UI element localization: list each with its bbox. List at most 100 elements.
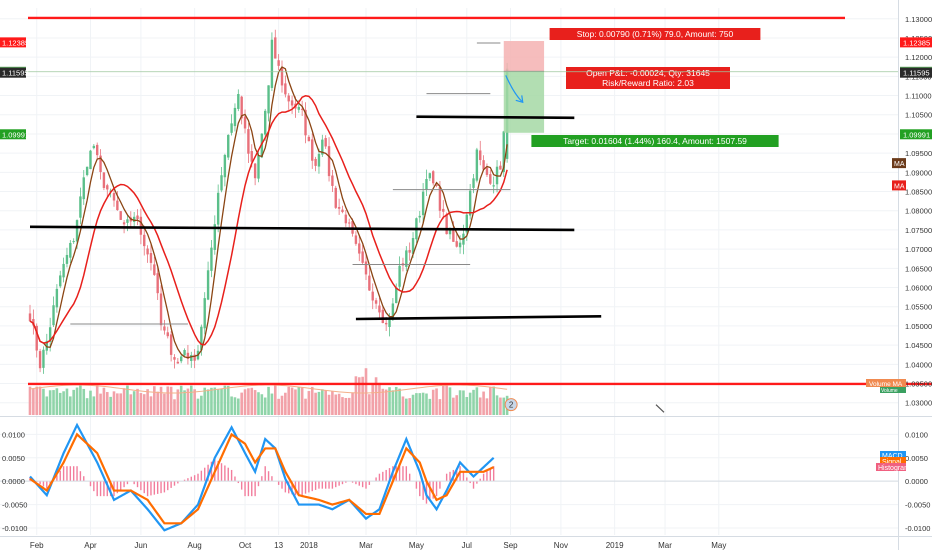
volume-bar [55, 388, 59, 415]
candle-body [213, 224, 216, 250]
candle-body [287, 95, 290, 102]
macd-tag-text: Signal [882, 459, 902, 466]
time-tick-label: 13 [274, 541, 283, 550]
candle-body [126, 219, 129, 223]
volume-bar [176, 389, 180, 415]
candle-body [348, 222, 351, 224]
candle-body [132, 216, 136, 222]
volume-bar [35, 386, 39, 415]
volume-bar [465, 397, 469, 415]
macd-tick-label: 0.0100 [905, 430, 928, 439]
volume-bar [156, 391, 159, 415]
volume-bar [257, 392, 260, 415]
volume-bar [307, 391, 311, 415]
candle-body [442, 208, 445, 212]
candle-body [28, 313, 32, 322]
price-tag-bg [900, 129, 932, 140]
volume-bar [216, 388, 220, 415]
candle-body [448, 230, 452, 235]
volume-bar [28, 386, 32, 415]
time-tick-label: Jun [134, 541, 147, 550]
volume-bar [42, 388, 45, 415]
volume-bar [485, 398, 489, 415]
price-tag-bg [900, 67, 932, 78]
candle-body [102, 172, 106, 188]
volume-bar [260, 394, 264, 415]
volume-bar [139, 393, 143, 415]
stop-label-bg [549, 28, 761, 40]
price-tag-text: 1.12385 [903, 38, 930, 47]
macd-left-tick-label: 0.0100 [2, 430, 25, 439]
volume-bar [374, 377, 378, 415]
price-tick-label: 1.09000 [905, 168, 932, 177]
volume-bar [438, 399, 442, 415]
volume-bar [126, 385, 129, 415]
candle-body [418, 215, 421, 218]
candle-body [143, 234, 146, 247]
left-price-tag-text: 1.11595 [2, 69, 29, 78]
candle-body [284, 83, 287, 95]
candle-body [452, 228, 455, 242]
volume-tag-text: Volume [881, 388, 898, 394]
volume-bar [448, 387, 452, 415]
target-label: Target: 0.01604 (1.44%) 160.4, Amount: 1… [531, 135, 779, 147]
candle-body [122, 222, 126, 225]
volume-bar [142, 394, 146, 415]
candle-body [327, 146, 331, 177]
candle-body [311, 139, 314, 161]
candle-body [438, 186, 442, 211]
volume-bar [223, 385, 227, 415]
price-tick-label: 1.04500 [905, 341, 932, 350]
candle-body [499, 165, 502, 170]
candle-body [351, 221, 354, 234]
volume-bar [287, 386, 291, 415]
candle-body [193, 354, 196, 361]
volume-bar [79, 385, 82, 415]
ma-tag: MA [892, 180, 906, 191]
candle-body [267, 85, 270, 114]
macd-tick-label: -0.0100 [905, 524, 930, 533]
price-tag-text: 1.11595 [903, 69, 930, 78]
time-tick-label: Aug [188, 541, 202, 550]
reward-zone [503, 71, 545, 133]
volume-bar [357, 377, 361, 415]
volume-bar [52, 390, 55, 415]
candle-body [45, 340, 48, 351]
candle-body [227, 134, 230, 158]
volume-bar [186, 388, 190, 415]
time-tick-label: 2018 [300, 541, 318, 550]
volume-bar [82, 388, 86, 415]
volume-bar [408, 398, 411, 415]
candle-body [237, 94, 240, 109]
price-tag-text: 1.09991 [903, 130, 930, 139]
candle-body [79, 196, 82, 218]
macd-tick-label: 0.0050 [905, 454, 928, 463]
candle-body [411, 238, 415, 254]
volume-bar [401, 396, 405, 415]
candle-body [116, 200, 119, 211]
candle-body [428, 173, 432, 179]
price-tag-bg [900, 37, 932, 48]
candle-body [374, 300, 378, 304]
volume-bar [391, 390, 395, 415]
badge-circle [504, 398, 518, 412]
volume-bar [294, 389, 297, 415]
volume-bar [495, 395, 499, 415]
price-tag: 1.09991 1.09991 [0, 129, 932, 140]
volume-bar [499, 397, 502, 415]
candle-body [216, 192, 220, 225]
candle-body [405, 250, 408, 267]
candle-body [337, 207, 341, 209]
candle-body [485, 167, 489, 175]
left-price-tag-bg [0, 129, 26, 140]
time-tick-label: Mar [359, 541, 373, 550]
macd-left-tick-label: -0.0100 [2, 524, 27, 533]
left-price-tag-text: 1.09991 [2, 130, 29, 139]
candle-body [468, 190, 472, 216]
volume-bar [482, 391, 485, 415]
candle-body [290, 100, 294, 106]
candle-body [395, 287, 398, 304]
volume-bar [189, 385, 193, 415]
volume-bar [428, 398, 432, 415]
